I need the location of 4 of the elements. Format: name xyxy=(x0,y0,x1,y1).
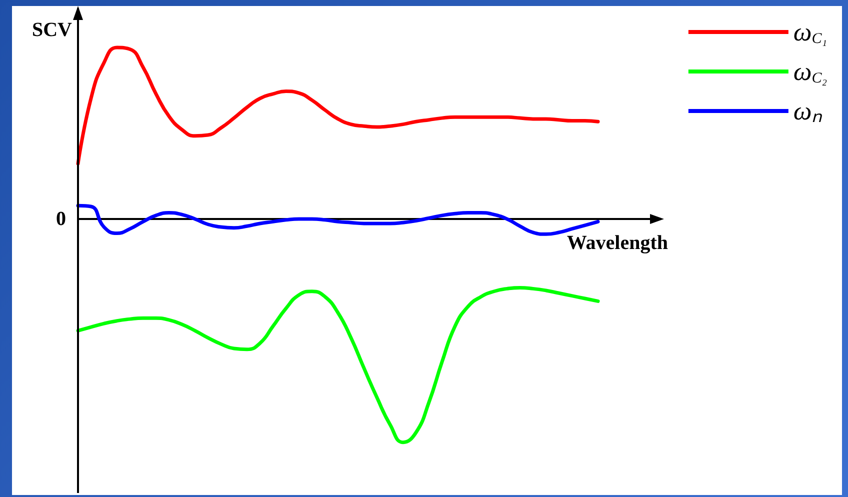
legend-label: ωₙ xyxy=(793,96,823,126)
y-axis-title: SCV xyxy=(32,19,73,41)
text: 0 xyxy=(56,208,66,230)
x-axis-title: Wavelength xyxy=(566,232,668,254)
